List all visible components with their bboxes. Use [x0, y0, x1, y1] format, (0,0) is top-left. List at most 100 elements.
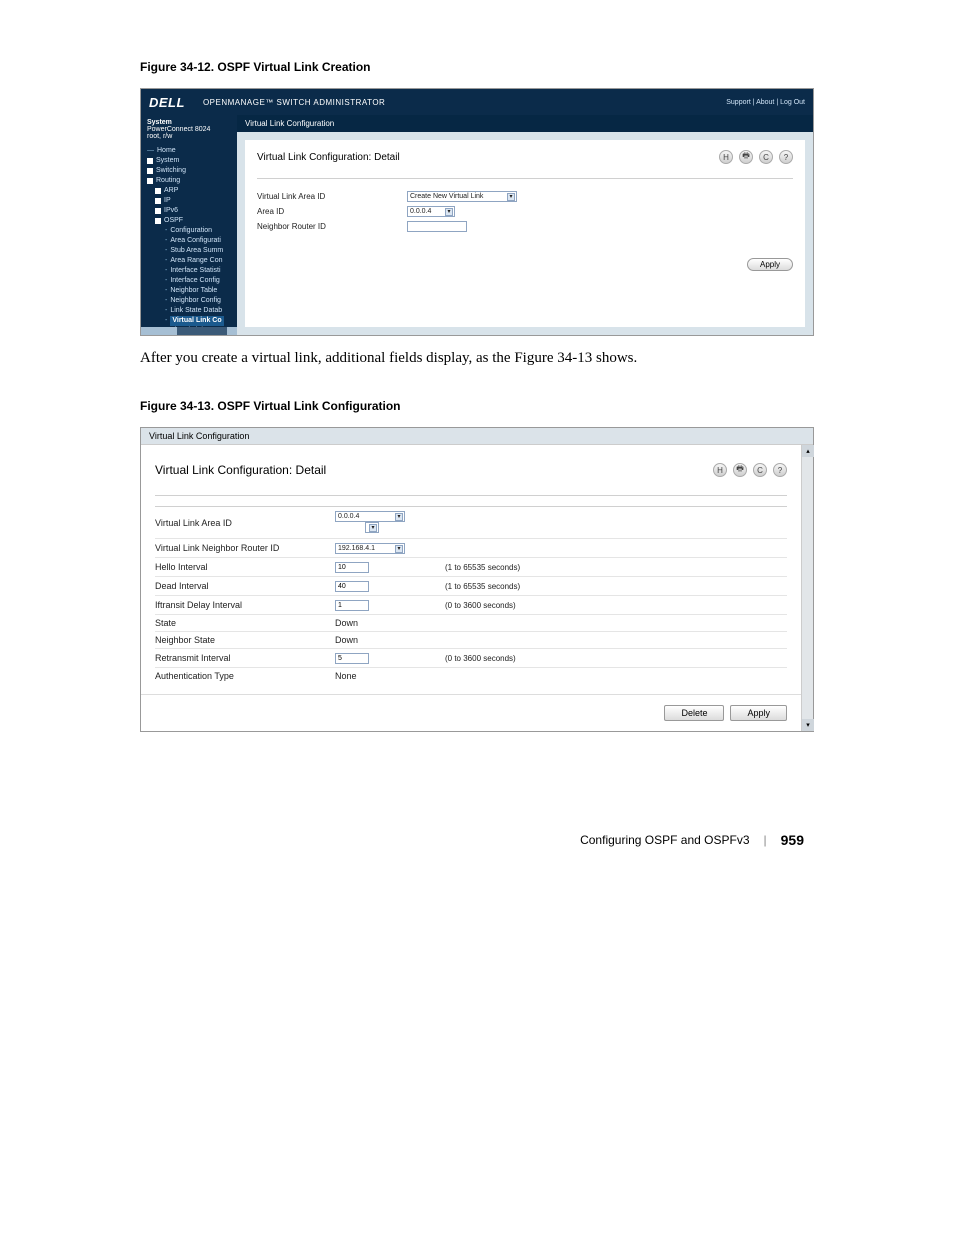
- plus-icon[interactable]: [155, 188, 161, 194]
- select-value: 0.0.0.4: [410, 208, 431, 215]
- nav-home[interactable]: Home: [157, 146, 176, 156]
- app-header: DELL OPENMANAGE™ SWITCH ADMINISTRATOR Su…: [141, 89, 813, 115]
- scroll-up-icon[interactable]: ▴: [802, 445, 814, 457]
- content-tab: Virtual Link Configuration: [237, 115, 813, 132]
- config-label: State: [155, 618, 335, 628]
- nav-iface-config[interactable]: Interface Config: [170, 276, 219, 286]
- config-row: Hello Interval(1 to 65535 seconds): [155, 557, 787, 576]
- config-hint: (0 to 3600 seconds): [445, 654, 516, 663]
- plus-icon[interactable]: [147, 168, 153, 174]
- nav-stub-area[interactable]: Stub Area Summ: [170, 246, 223, 256]
- config-input[interactable]: [335, 600, 369, 611]
- nav-iface-stats[interactable]: Interface Statisti: [170, 266, 220, 276]
- chevron-down-icon[interactable]: ▾: [395, 545, 403, 553]
- user-role: root, r/w: [147, 133, 231, 140]
- scrollbar-button[interactable]: [227, 327, 237, 335]
- page-number: 959: [781, 832, 804, 848]
- config-hint: (1 to 65535 seconds): [445, 563, 520, 572]
- config-row: StateDown: [155, 614, 787, 631]
- config-label: Virtual Link Area ID: [155, 518, 335, 528]
- help-icon[interactable]: ?: [779, 150, 793, 164]
- nav-area-range[interactable]: Area Range Con: [170, 256, 222, 266]
- config-row: Dead Interval(1 to 65535 seconds): [155, 576, 787, 595]
- select-area-id[interactable]: 0.0.0.4 ▾: [407, 206, 455, 217]
- config-value: None: [335, 671, 357, 681]
- refresh-icon[interactable]: C: [759, 150, 773, 164]
- nav-tree[interactable]: —Home System Switching Routing ARP IP IP…: [141, 144, 237, 335]
- scroll-down-icon[interactable]: ▾: [802, 719, 814, 731]
- nav-sidebar: System PowerConnect 8024 root, r/w —Home…: [141, 115, 237, 335]
- header-links[interactable]: Support | About | Log Out: [726, 99, 805, 106]
- config-hint: (0 to 3600 seconds): [445, 601, 516, 610]
- save-icon[interactable]: H: [713, 463, 727, 477]
- plus-icon[interactable]: [155, 198, 161, 204]
- row-neighbor-router-id: Neighbor Router ID: [257, 219, 793, 234]
- nav-system[interactable]: System: [156, 156, 179, 166]
- print-icon[interactable]: 🖶: [739, 150, 753, 164]
- refresh-icon[interactable]: C: [753, 463, 767, 477]
- nav-link-state[interactable]: Link State Datab: [170, 306, 222, 316]
- page-footer: Configuring OSPF and OSPFv3 | 959: [140, 832, 814, 848]
- config-label: Dead Interval: [155, 581, 335, 591]
- divider: [155, 495, 787, 496]
- nav-ip[interactable]: IP: [164, 196, 171, 206]
- nav-neighbor-config[interactable]: Neighbor Config: [170, 296, 221, 306]
- select-create-new-vlink[interactable]: Create New Virtual Link ▾: [407, 191, 517, 202]
- print-icon[interactable]: 🖶: [733, 463, 747, 477]
- nav-virtual-link-co[interactable]: Virtual Link Co: [170, 316, 223, 326]
- config-table: Virtual Link Area ID0.0.0.4▾▾Virtual Lin…: [155, 506, 787, 684]
- select-value: 192.168.4.1: [338, 545, 375, 552]
- nav-neighbor-table[interactable]: Neighbor Table: [170, 286, 217, 296]
- select-value: 0.0.0.4: [338, 513, 359, 520]
- delete-button[interactable]: Delete: [664, 705, 724, 721]
- chevron-down-icon[interactable]: ▾: [445, 208, 453, 216]
- nav-arp[interactable]: ARP: [164, 186, 178, 196]
- figure1-screenshot: DELL OPENMANAGE™ SWITCH ADMINISTRATOR Su…: [140, 88, 814, 336]
- nav-configuration[interactable]: Configuration: [170, 226, 212, 236]
- minus-icon[interactable]: [147, 178, 153, 184]
- config-select[interactable]: 192.168.4.1 ▾: [335, 543, 405, 554]
- apply-button[interactable]: Apply: [747, 258, 793, 271]
- divider: [257, 178, 793, 179]
- chevron-down-icon[interactable]: ▾: [507, 193, 515, 201]
- config-row: Virtual Link Area ID0.0.0.4 ▾ ▾: [155, 506, 787, 538]
- nav-ipv6[interactable]: IPv6: [164, 206, 178, 216]
- config-row: Retransmit Interval (0 to 3600 seconds): [155, 648, 787, 667]
- save-icon[interactable]: H: [719, 150, 733, 164]
- config-row: Iftransit Delay Interval (0 to 3600 secon…: [155, 595, 787, 614]
- minus-icon[interactable]: [155, 218, 161, 224]
- home-indicator: —: [147, 146, 154, 156]
- config-label: Retransmit Interval: [155, 653, 335, 663]
- nav-routing[interactable]: Routing: [156, 176, 180, 186]
- label-neighbor-router-id: Neighbor Router ID: [257, 222, 407, 231]
- config-value: Down: [335, 635, 358, 645]
- config-input[interactable]: [335, 562, 369, 573]
- chevron-down-icon[interactable]: ▾: [395, 513, 403, 521]
- nav-switching[interactable]: Switching: [156, 166, 186, 176]
- footer-separator: |: [764, 833, 767, 847]
- config-label: Virtual Link Neighbor Router ID: [155, 543, 335, 553]
- config-row: Authentication TypeNone: [155, 667, 787, 684]
- apply-button[interactable]: Apply: [730, 705, 787, 721]
- config-select-extra[interactable]: ▾: [365, 522, 379, 533]
- nav-ospf[interactable]: OSPF: [164, 216, 183, 226]
- label-virtual-link-area-id: Virtual Link Area ID: [257, 192, 407, 201]
- plus-icon[interactable]: [147, 158, 153, 164]
- figure-caption-2: Figure 34-13. OSPF Virtual Link Configur…: [140, 399, 814, 413]
- chevron-down-icon[interactable]: ▾: [369, 524, 377, 532]
- nav-area-config[interactable]: Area Configurati: [170, 236, 221, 246]
- input-neighbor-router-id[interactable]: [407, 221, 467, 232]
- label-area-id: Area ID: [257, 207, 407, 216]
- figure-caption-1: Figure 34-12. OSPF Virtual Link Creation: [140, 60, 814, 74]
- scrollbar-thumb[interactable]: [141, 327, 177, 335]
- vertical-scrollbar[interactable]: ▴ ▾: [801, 445, 813, 731]
- config-select[interactable]: 0.0.0.4 ▾: [335, 511, 405, 522]
- config-input[interactable]: [335, 653, 369, 664]
- sidebar-scrollbar[interactable]: [141, 327, 237, 335]
- config-label: Iftransit Delay Interval: [155, 600, 335, 610]
- help-icon[interactable]: ?: [773, 463, 787, 477]
- config-input[interactable]: [335, 581, 369, 592]
- select-value: Create New Virtual Link: [410, 193, 483, 200]
- plus-icon[interactable]: [155, 208, 161, 214]
- config-label: Neighbor State: [155, 635, 335, 645]
